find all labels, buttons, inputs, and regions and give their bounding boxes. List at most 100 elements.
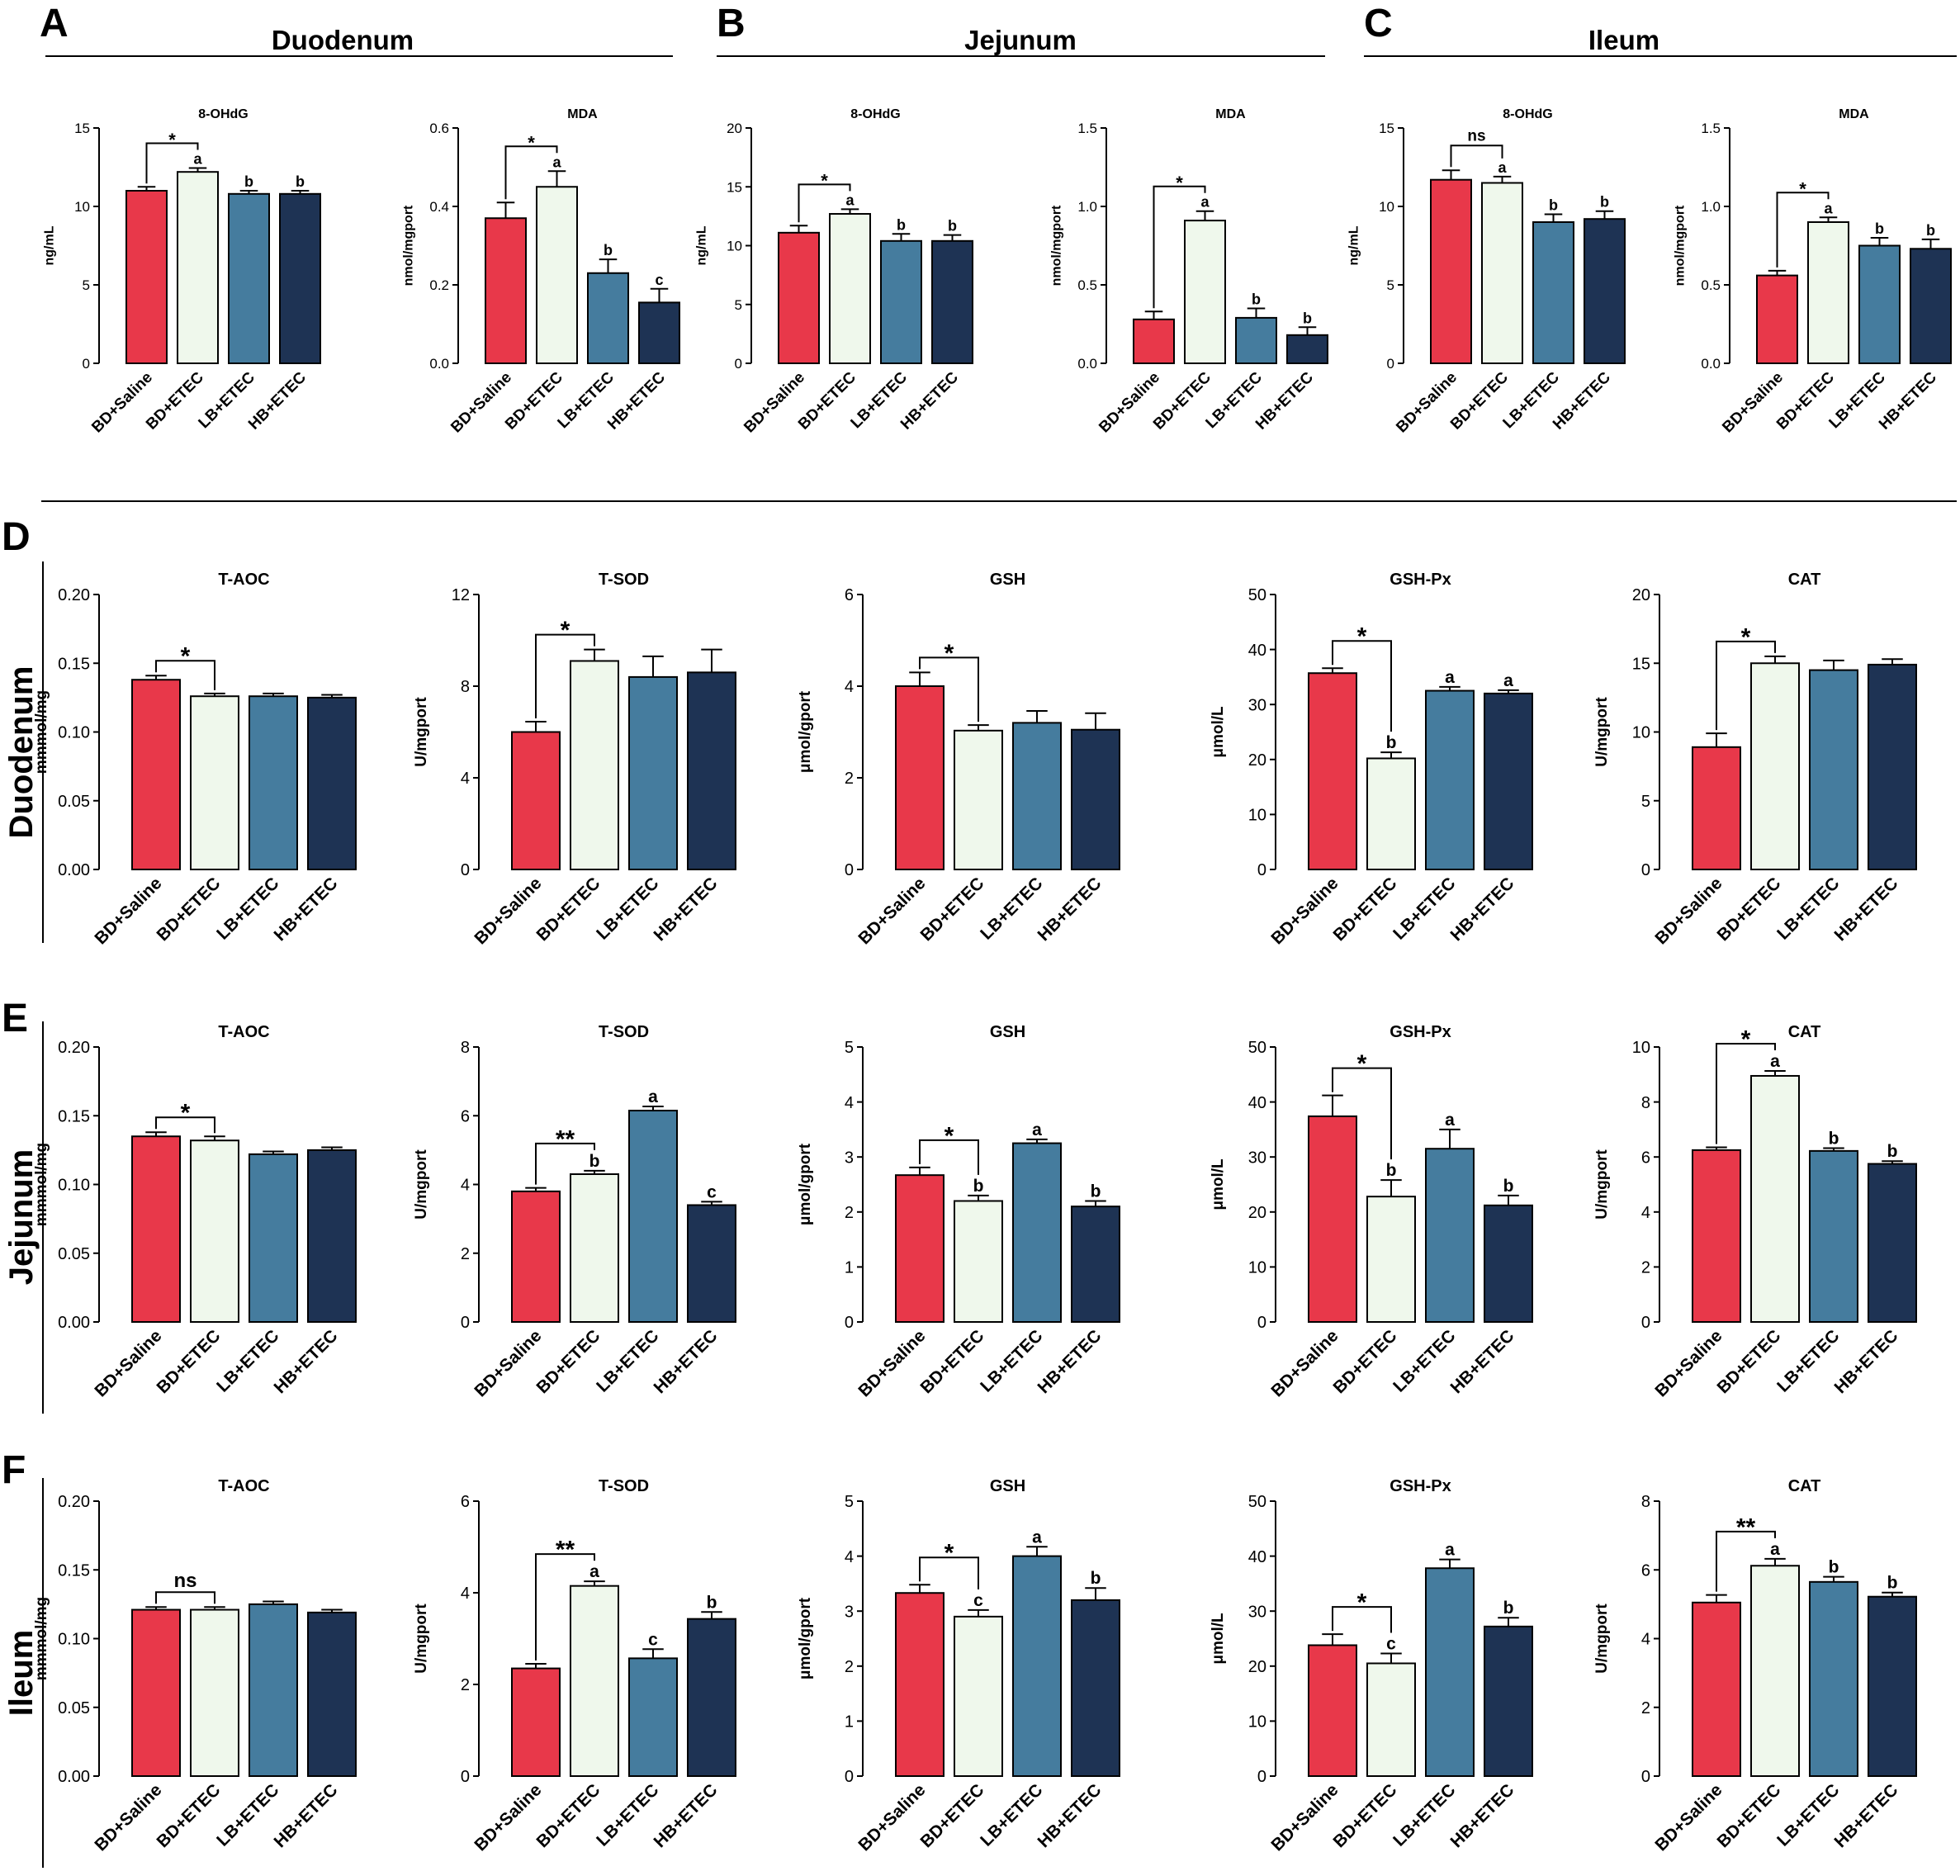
significance-letter: b	[1303, 310, 1312, 326]
significance-letter: a	[1032, 1120, 1042, 1139]
y-tick-label: 15	[1632, 655, 1650, 673]
bar-lb-etec	[228, 192, 270, 364]
x-tick-label: HB+ETEC	[271, 874, 342, 945]
y-tick-label: 0	[461, 861, 470, 879]
chart-title: T-AOC	[218, 1477, 269, 1495]
bar-hb-etec	[687, 671, 736, 870]
bar-bd-etec	[1366, 1662, 1416, 1777]
row-label-ileum: Ileum	[3, 1630, 40, 1716]
y-tick-label: 0	[461, 1768, 470, 1786]
x-tick-label: HB+ETEC	[651, 1326, 722, 1397]
chart-E-cat: 0246810U/mgportCATBD+SalineaBD+ETECbLB+E…	[1593, 1023, 1917, 1400]
y-axis-label: ng/mL	[695, 225, 709, 265]
y-tick-label: 0.6	[429, 121, 449, 136]
significance-bracket	[1450, 144, 1503, 168]
bar-hb-etec	[1484, 1625, 1533, 1778]
x-tick-label: BD+Saline	[1719, 369, 1787, 437]
bar-hb-etec	[1071, 728, 1120, 870]
bar-bd-etec	[1750, 1565, 1800, 1777]
y-tick-label: 15	[1379, 121, 1394, 136]
x-tick-label: BD+Saline	[741, 369, 808, 437]
x-tick-label: BD+Saline	[1651, 1780, 1726, 1855]
x-tick-label: BD+ETEC	[1330, 1326, 1401, 1397]
y-tick-label: 10	[1248, 1259, 1266, 1277]
y-tick-label: 20	[1632, 586, 1650, 604]
chart-D-gsh: 0246μmol/gportGSHBD+SalineBD+ETECLB+ETEC…	[797, 571, 1120, 948]
bar-lb-etec	[1809, 1580, 1858, 1777]
chart-title: GSH-Px	[1390, 571, 1451, 589]
y-tick-label: 40	[1248, 1548, 1266, 1566]
significance-letter: a	[845, 192, 855, 208]
significance-letter: b	[1252, 291, 1261, 308]
significance-letter: b	[1600, 194, 1609, 211]
significance-bracket	[535, 633, 595, 719]
panel-letter-C: C	[1364, 2, 1393, 45]
bar-bd-etec	[1807, 221, 1849, 364]
y-axis-label: mmmol/mg	[33, 690, 50, 774]
y-axis-label: nmol/mgport	[402, 205, 416, 286]
y-tick-label: 6	[1641, 1149, 1650, 1167]
bar-hb-etec	[687, 1618, 736, 1778]
y-tick-label: 20	[1248, 1204, 1266, 1222]
y-tick-label: 2	[845, 1658, 854, 1676]
bar-bd-etec	[190, 1608, 239, 1778]
panel-letter-D: D	[2, 515, 31, 559]
x-tick-label: BD+ETEC	[533, 1780, 604, 1851]
chart-title: T-AOC	[218, 571, 269, 589]
x-tick-label: BD+Saline	[1096, 369, 1163, 437]
y-tick-label: 5	[83, 277, 90, 293]
y-tick-label: 40	[1248, 1094, 1266, 1112]
chart-title: CAT	[1788, 571, 1821, 589]
x-tick-label: BD+Saline	[447, 369, 515, 437]
chart-D-gsh-px: 0 10 20 30 40 50 μmol/L GSH-Px BD+Saline b BD+ETEC…	[1210, 571, 1533, 948]
x-tick-label: HB+ETEC	[651, 874, 722, 945]
significance-letter: a	[1824, 200, 1833, 216]
y-tick-label: 4	[845, 1094, 854, 1112]
y-tick-label: 0.20	[58, 586, 90, 604]
x-tick-label: BD+Saline	[471, 1326, 545, 1400]
y-tick-label: 0.10	[58, 1631, 90, 1649]
significance-letter: b	[1887, 1142, 1898, 1161]
significance-letter: b	[589, 1152, 600, 1171]
x-tick-label: HB+ETEC	[651, 1780, 722, 1851]
y-axis-label: μmol/gport	[797, 1597, 814, 1679]
significance-bracket	[1716, 1042, 1776, 1144]
chart-D-cat: 05101520U/mgportCATBD+SalineBD+ETECLB+ET…	[1593, 571, 1917, 948]
header-title-jejunum: Jejunum	[964, 25, 1077, 55]
significance-letter: c	[1386, 1634, 1396, 1653]
y-axis-label: U/mgport	[1593, 697, 1611, 767]
y-tick-label: 1	[845, 1259, 854, 1277]
bar-bd-etec	[190, 1139, 239, 1323]
y-tick-label: 0.00	[58, 1314, 90, 1332]
x-tick-label: BD+Saline	[855, 1780, 929, 1855]
y-axis-label: μmol/L	[1210, 706, 1227, 758]
bar-lb-etec	[880, 239, 922, 364]
significance-bracket	[919, 656, 979, 722]
significance-marker: *	[1357, 1589, 1367, 1617]
significance-bracket	[919, 1556, 979, 1589]
bar-bd-etec	[954, 1200, 1003, 1323]
y-tick-label: 1	[845, 1713, 854, 1732]
y-tick-label: 20	[727, 121, 742, 136]
significance-bracket	[1716, 640, 1776, 731]
y-tick-label: 0.20	[58, 1039, 90, 1057]
y-tick-label: 0	[1641, 861, 1650, 879]
y-tick-label: 0	[735, 356, 742, 372]
x-tick-label: BD+Saline	[855, 874, 929, 948]
y-tick-label: 3	[845, 1603, 854, 1621]
bar-hb-etec	[1484, 1204, 1533, 1323]
bar-lb-etec	[1425, 1567, 1475, 1777]
x-tick-label: BD+Saline	[1651, 874, 1726, 948]
bar-hb-etec	[687, 1204, 736, 1323]
significance-bracket	[798, 183, 851, 223]
bar-hb-etec	[638, 301, 680, 364]
y-tick-label: 20	[1248, 1658, 1266, 1676]
significance-marker: ns	[173, 1570, 196, 1592]
bar-lb-etec	[249, 1153, 298, 1323]
significance-marker: *	[1176, 173, 1183, 193]
y-tick-label: 0.0	[1077, 356, 1097, 372]
y-tick-label: 0	[845, 1314, 854, 1332]
chart-F-t-aoc: 0.00 0.05 0.10 0.15 0.20 mmmol/mg T-AOC BD+Sali…	[33, 1477, 357, 1855]
significance-letter: a	[1770, 1540, 1780, 1559]
